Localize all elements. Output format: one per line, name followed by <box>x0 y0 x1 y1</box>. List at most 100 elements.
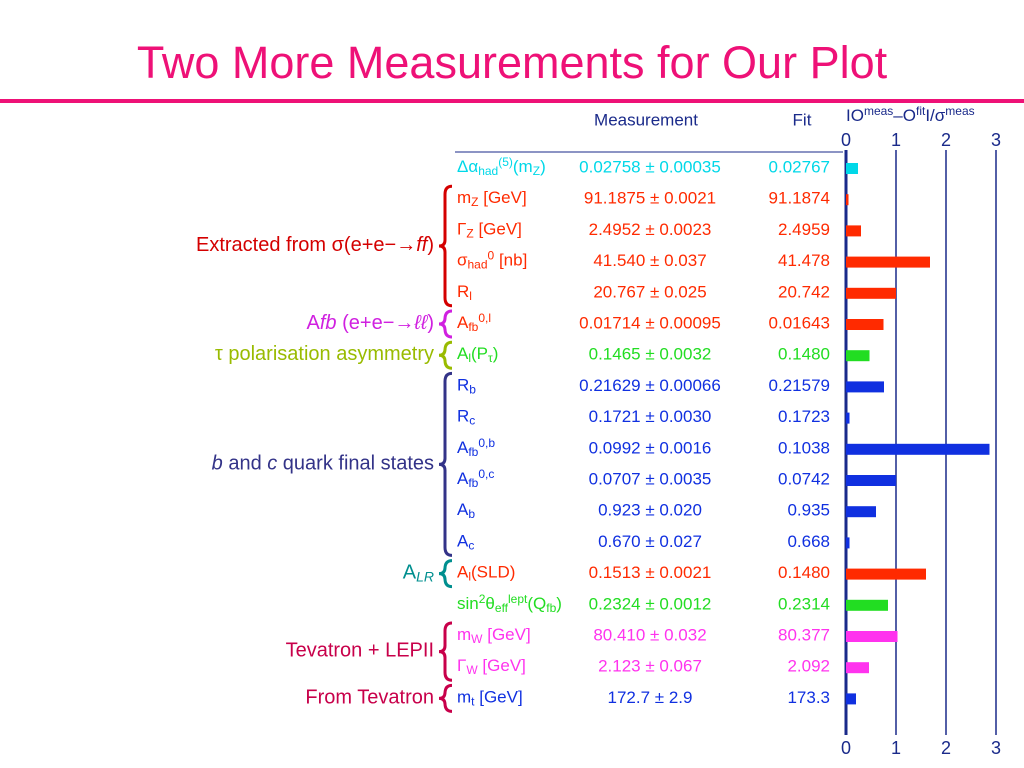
fit: 0.1480 <box>778 345 830 364</box>
text-part: (SLD) <box>471 563 515 582</box>
row-name: Al(Pτ) <box>457 345 498 365</box>
text-part: A <box>457 438 469 457</box>
bar <box>846 194 849 206</box>
row-name: mZ [GeV] <box>457 189 527 209</box>
brace <box>438 340 453 370</box>
bar <box>846 537 850 549</box>
text-part: fb <box>468 445 478 459</box>
text-part: c <box>469 413 475 427</box>
row-name: Ab <box>457 501 475 521</box>
column-header: Fit <box>793 110 812 129</box>
text-part: had <box>478 164 498 178</box>
text-part: meas <box>864 104 893 118</box>
text-part: and <box>223 453 267 475</box>
measurement: 41.540 ± 0.037 <box>593 251 706 270</box>
fit: 0.01643 <box>769 313 830 332</box>
row-name: Rb <box>457 376 476 396</box>
row-name: σhad0 [nb] <box>457 248 527 271</box>
text-part: A <box>403 562 417 584</box>
row-name: Afb0,b <box>457 436 495 459</box>
text-part: b <box>469 382 476 396</box>
fit: 0.1480 <box>778 563 830 582</box>
row-name: mW [GeV] <box>457 625 531 645</box>
text-part: –O <box>893 106 916 125</box>
text-part: 0,b <box>478 436 495 450</box>
fit: 0.02767 <box>769 157 830 176</box>
text-part: m <box>457 189 471 208</box>
bar <box>846 256 930 268</box>
row-name: Rl <box>457 282 472 302</box>
text-part: fb <box>468 320 478 334</box>
row-name: Rc <box>457 407 475 427</box>
x-tick-label: 2 <box>941 738 951 758</box>
text-part: fb <box>546 601 556 615</box>
measurement: 0.923 ± 0.020 <box>598 501 702 520</box>
x-tick-label: 1 <box>891 738 901 758</box>
bar <box>846 350 870 362</box>
text-part: IO <box>846 106 864 125</box>
brace <box>438 621 453 682</box>
row-name: mt [GeV] <box>457 688 523 708</box>
text-part: A <box>457 313 469 332</box>
section-label: ALR <box>403 562 434 585</box>
section-label: From Tevatron <box>305 687 434 709</box>
text-part: ff <box>416 234 430 256</box>
text-part: R <box>457 376 469 395</box>
x-tick-label: 0 <box>841 738 851 758</box>
text-part: Tevatron + LEPII <box>286 640 434 662</box>
measurement: 2.4952 ± 0.0023 <box>589 220 712 239</box>
section-label: Afb (e+e−→ℓℓ) <box>307 312 434 334</box>
text-part: 2 <box>479 592 486 606</box>
bar <box>846 381 884 393</box>
measurement: 0.01714 ± 0.00095 <box>579 313 721 332</box>
bar <box>846 163 858 174</box>
x-tick-label: 2 <box>941 130 951 150</box>
text-part: b <box>212 453 223 475</box>
measurement: 2.123 ± 0.067 <box>598 657 702 676</box>
measurement: 0.1513 ± 0.0021 <box>589 563 712 582</box>
fit: 0.668 <box>787 532 830 551</box>
bar <box>846 443 990 455</box>
text-part: (e+e−→ <box>337 312 415 334</box>
bar <box>846 412 850 424</box>
bar <box>846 693 856 705</box>
row-name: sin2θefflept(Qfb) <box>457 592 562 615</box>
text-part: (P <box>471 345 488 364</box>
fit: 2.4959 <box>778 220 830 239</box>
brace <box>438 683 453 713</box>
brace <box>438 371 453 557</box>
section-label: b and c quark final states <box>212 453 434 475</box>
text-part: Z <box>466 226 473 240</box>
text-part: m <box>457 625 471 644</box>
text-part: Δα <box>457 157 478 176</box>
fit: 2.092 <box>787 657 830 676</box>
fit: 0.1038 <box>778 438 830 457</box>
text-part: [GeV] <box>478 657 526 676</box>
text-part: [GeV] <box>483 625 531 644</box>
text-part: 0,l <box>478 311 491 325</box>
bar <box>846 568 926 580</box>
bar <box>846 287 896 299</box>
fit: 0.935 <box>787 501 830 520</box>
text-part: [nb] <box>494 251 527 270</box>
row-name: ΓW [GeV] <box>457 657 526 677</box>
title-underline <box>0 99 1024 103</box>
bar <box>846 631 898 642</box>
fit: 91.1874 <box>769 189 830 208</box>
text-part: (Q <box>527 594 546 613</box>
text-part: A <box>457 501 469 520</box>
measurement: 0.1465 ± 0.0032 <box>589 345 712 364</box>
section-label: Extracted from σ(e+e−→ff) <box>196 234 434 256</box>
text-part: σ <box>457 251 468 270</box>
text-part: 0,c <box>478 467 494 481</box>
text-part: Γ <box>457 657 466 676</box>
fit: 0.2314 <box>778 594 830 613</box>
text-part: meas <box>945 104 974 118</box>
text-part: 0 <box>488 248 495 262</box>
section-label: τ polarisation asymmetry <box>215 343 434 365</box>
text-part: Extracted from σ(e+e−→ <box>196 234 416 256</box>
row-name: Afb0,l <box>457 311 491 334</box>
text-part: [GeV] <box>479 189 527 208</box>
chart-title: IOmeas–OfitI/σmeas <box>846 104 975 126</box>
text-part: c <box>468 538 474 552</box>
